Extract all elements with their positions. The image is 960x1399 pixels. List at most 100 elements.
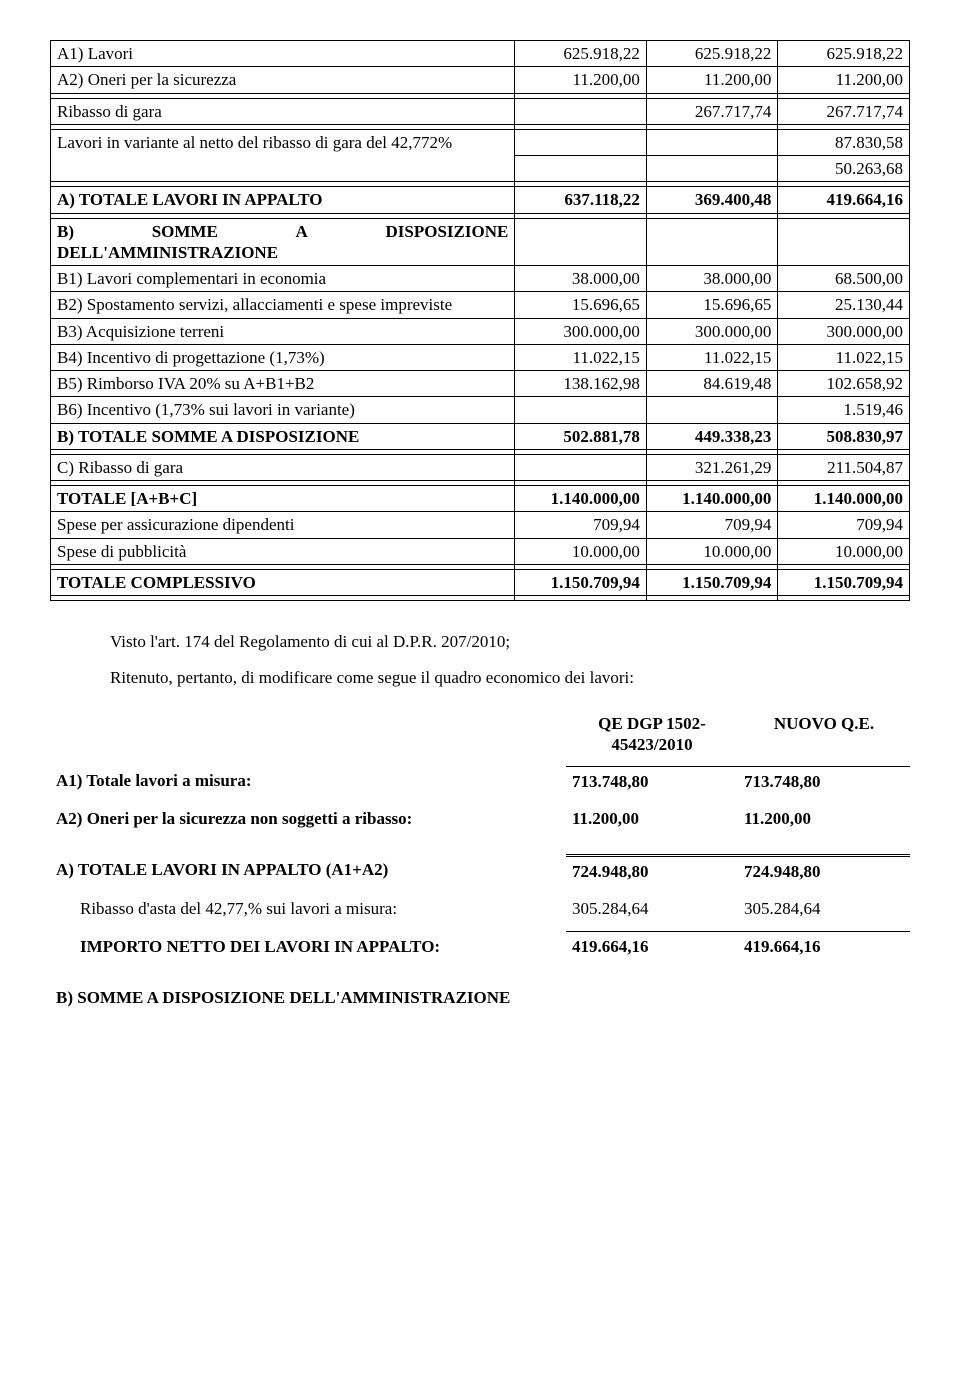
label: A) TOTALE LAVORI IN APPALTO bbox=[51, 187, 515, 213]
val1: 11.200,00 bbox=[566, 804, 738, 833]
row-b4: B4) Incentivo di progettazione (1,73%) 1… bbox=[51, 344, 910, 370]
val2: 11.022,15 bbox=[646, 344, 778, 370]
val2 bbox=[646, 156, 778, 182]
label: A) TOTALE LAVORI IN APPALTO (A1+A2) bbox=[50, 855, 566, 886]
val1 bbox=[515, 129, 647, 155]
val1: 637.118,22 bbox=[515, 187, 647, 213]
label: B) SOMME A DISPOSIZIONEDELL'AMMINISTRAZI… bbox=[51, 218, 515, 266]
label: B3) Acquisizione terreni bbox=[51, 318, 515, 344]
val1 bbox=[515, 397, 647, 423]
val2: 84.619,48 bbox=[646, 371, 778, 397]
val2: 305.284,64 bbox=[738, 894, 910, 923]
val3: 50.263,68 bbox=[778, 156, 910, 182]
label: A1) Lavori bbox=[51, 41, 515, 67]
row-totale-abc: TOTALE [A+B+C] 1.140.000,00 1.140.000,00… bbox=[51, 486, 910, 512]
label: A2) Oneri per la sicurezza non soggetti … bbox=[50, 804, 566, 833]
row-gap bbox=[50, 796, 910, 804]
val3: 1.150.709,94 bbox=[778, 569, 910, 595]
val1: 502.881,78 bbox=[515, 423, 647, 449]
label: Ribasso d'asta del 42,77,% sui lavori a … bbox=[50, 894, 566, 923]
row-ribasso: Ribasso di gara 267.717,74 267.717,74 bbox=[51, 98, 910, 124]
body-paragraphs: Visto l'art. 174 del Regolamento di cui … bbox=[110, 631, 910, 689]
label: B6) Incentivo (1,73% sui lavori in varia… bbox=[51, 397, 515, 423]
row-b1: B1) Lavori complementari in economia 38.… bbox=[51, 266, 910, 292]
row-b6: B6) Incentivo (1,73% sui lavori in varia… bbox=[51, 397, 910, 423]
val1: 15.696,65 bbox=[515, 292, 647, 318]
row-assicurazione: Spese per assicurazione dipendenti 709,9… bbox=[51, 512, 910, 538]
val2: 267.717,74 bbox=[646, 98, 778, 124]
row-extra-val: Lavori in variante al netto del ribasso … bbox=[51, 129, 910, 155]
val2: 11.200,00 bbox=[646, 67, 778, 93]
val1: 713.748,80 bbox=[566, 766, 738, 796]
val2: 11.200,00 bbox=[738, 804, 910, 833]
val3: 87.830,58 bbox=[778, 129, 910, 155]
label: A1) Totale lavori a misura: bbox=[50, 766, 566, 796]
row-b-header: B) SOMME A DISPOSIZIONEDELL'AMMINISTRAZI… bbox=[51, 218, 910, 266]
val2: 1.140.000,00 bbox=[646, 486, 778, 512]
val2: 38.000,00 bbox=[646, 266, 778, 292]
paragraph-ritenuto: Ritenuto, pertanto, di modificare come s… bbox=[110, 667, 910, 689]
val2: 419.664,16 bbox=[738, 932, 910, 962]
header-qe-dgp: QE DGP 1502-45423/2010 bbox=[566, 709, 738, 766]
label: B) SOMME A DISPOSIZIONE DELL'AMMINISTRAZ… bbox=[50, 983, 566, 1012]
row-a2-oneri: A2) Oneri per la sicurezza non soggetti … bbox=[50, 804, 910, 833]
row-totale-complessivo: TOTALE COMPLESSIVO 1.150.709,94 1.150.70… bbox=[51, 569, 910, 595]
val3: 68.500,00 bbox=[778, 266, 910, 292]
row-b5: B5) Rimborso IVA 20% su A+B1+B2 138.162,… bbox=[51, 371, 910, 397]
val2 bbox=[646, 397, 778, 423]
val2: 15.696,65 bbox=[646, 292, 778, 318]
val2: 321.261,29 bbox=[646, 454, 778, 480]
row-totale-a: A) TOTALE LAVORI IN APPALTO 637.118,22 3… bbox=[51, 187, 910, 213]
val1: 305.284,64 bbox=[566, 894, 738, 923]
row-totale-appalto: A) TOTALE LAVORI IN APPALTO (A1+A2) 724.… bbox=[50, 855, 910, 886]
row-empty bbox=[51, 596, 910, 601]
val1: 724.948,80 bbox=[566, 855, 738, 886]
val2: 724.948,80 bbox=[738, 855, 910, 886]
row-importo-netto: IMPORTO NETTO DEI LAVORI IN APPALTO: 419… bbox=[50, 932, 910, 962]
val3: 1.519,46 bbox=[778, 397, 910, 423]
val2 bbox=[646, 129, 778, 155]
val3: 25.130,44 bbox=[778, 292, 910, 318]
row-gap bbox=[50, 923, 910, 932]
val2: 625.918,22 bbox=[646, 41, 778, 67]
val3: 102.658,92 bbox=[778, 371, 910, 397]
qe-header-row: QE DGP 1502-45423/2010 NUOVO Q.E. bbox=[50, 709, 910, 766]
val1: 709,94 bbox=[515, 512, 647, 538]
val1 bbox=[515, 454, 647, 480]
val1: 625.918,22 bbox=[515, 41, 647, 67]
row-gap bbox=[50, 961, 910, 983]
val3: 300.000,00 bbox=[778, 318, 910, 344]
row-b-somme: B) SOMME A DISPOSIZIONE DELL'AMMINISTRAZ… bbox=[50, 983, 910, 1012]
label: C) Ribasso di gara bbox=[51, 454, 515, 480]
val1: 10.000,00 bbox=[515, 538, 647, 564]
val3: 11.200,00 bbox=[778, 67, 910, 93]
val3: 508.830,97 bbox=[778, 423, 910, 449]
label: B1) Lavori complementari in economia bbox=[51, 266, 515, 292]
row-a1: A1) Lavori 625.918,22 625.918,22 625.918… bbox=[51, 41, 910, 67]
val3: 419.664,16 bbox=[778, 187, 910, 213]
label: B2) Spostamento servizi, allacciamenti e… bbox=[51, 292, 515, 318]
row-b3: B3) Acquisizione terreni 300.000,00 300.… bbox=[51, 318, 910, 344]
val1: 1.140.000,00 bbox=[515, 486, 647, 512]
row-ribasso-asta: Ribasso d'asta del 42,77,% sui lavori a … bbox=[50, 894, 910, 923]
label: TOTALE COMPLESSIVO bbox=[51, 569, 515, 595]
label: Ribasso di gara bbox=[51, 98, 515, 124]
label: A2) Oneri per la sicurezza bbox=[51, 67, 515, 93]
row-b2: B2) Spostamento servizi, allacciamenti e… bbox=[51, 292, 910, 318]
label: Spese di pubblicità bbox=[51, 538, 515, 564]
val1: 1.150.709,94 bbox=[515, 569, 647, 595]
label: Spese per assicurazione dipendenti bbox=[51, 512, 515, 538]
val1: 11.022,15 bbox=[515, 344, 647, 370]
val1: 300.000,00 bbox=[515, 318, 647, 344]
qe-table: QE DGP 1502-45423/2010 NUOVO Q.E. A1) To… bbox=[50, 709, 910, 1013]
row-gap bbox=[50, 833, 910, 855]
val2: 713.748,80 bbox=[738, 766, 910, 796]
val3: 267.717,74 bbox=[778, 98, 910, 124]
row-pubblicita: Spese di pubblicità 10.000,00 10.000,00 … bbox=[51, 538, 910, 564]
val1: 419.664,16 bbox=[566, 932, 738, 962]
label: B5) Rimborso IVA 20% su A+B1+B2 bbox=[51, 371, 515, 397]
budget-table: A1) Lavori 625.918,22 625.918,22 625.918… bbox=[50, 40, 910, 601]
header-nuovo-qe: NUOVO Q.E. bbox=[738, 709, 910, 766]
val3: 11.022,15 bbox=[778, 344, 910, 370]
label: IMPORTO NETTO DEI LAVORI IN APPALTO: bbox=[50, 932, 566, 962]
